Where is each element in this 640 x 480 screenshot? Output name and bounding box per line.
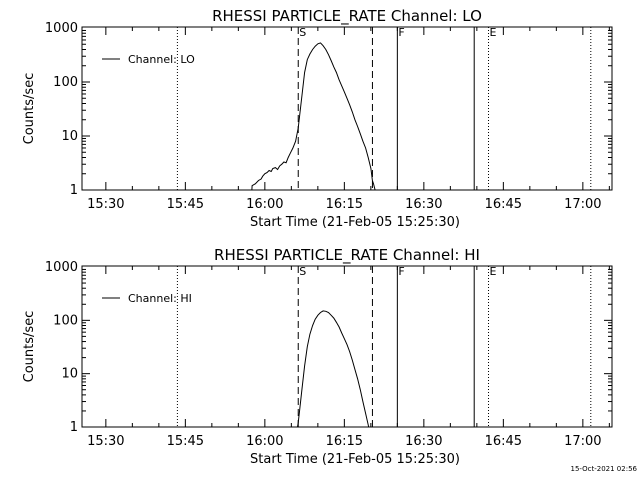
x-tick-label: 16:00 <box>246 434 283 449</box>
series-line-0 <box>296 310 370 427</box>
x-tick-label: 16:15 <box>326 434 363 449</box>
y-tick-label: 1000 <box>45 260 78 275</box>
x-tick-label: 17:00 <box>564 197 601 212</box>
plot-frame <box>81 265 613 428</box>
chart-title: RHESSI PARTICLE_RATE Channel: HI <box>214 246 480 265</box>
marker-label: F <box>398 26 404 39</box>
y-axis-label: Counts/sec <box>22 311 37 383</box>
x-tick-label: 17:00 <box>564 434 601 449</box>
marker-label: F <box>398 265 404 278</box>
footer-timestamp: 15-Oct-2021 02:56 <box>570 465 637 473</box>
y-tick-label: 1 <box>70 420 78 435</box>
x-tick-label: 16:45 <box>485 197 522 212</box>
x-tick-label: 16:30 <box>405 197 442 212</box>
x-axis-label: Start Time (21-Feb-05 15:25:30) <box>250 215 460 230</box>
chart-title: RHESSI PARTICLE_RATE Channel: LO <box>212 7 482 26</box>
x-tick-label: 15:30 <box>87 434 124 449</box>
y-tick-label: 1000 <box>45 21 78 36</box>
x-tick-label: 15:45 <box>167 197 204 212</box>
x-tick-label: 15:30 <box>87 197 124 212</box>
y-tick-label: 100 <box>53 313 78 328</box>
legend-label: Channel: HI <box>128 292 192 305</box>
y-tick-label: 10 <box>61 367 78 382</box>
marker-label: E <box>490 26 497 39</box>
x-tick-label: 16:45 <box>485 434 522 449</box>
y-tick-label: 100 <box>53 75 78 90</box>
y-axis-label: Counts/sec <box>22 73 37 145</box>
x-axis-label: Start Time (21-Feb-05 15:25:30) <box>250 452 460 467</box>
legend-label: Channel: LO <box>128 53 195 66</box>
x-tick-label: 15:45 <box>167 434 204 449</box>
marker-label: S <box>299 26 306 39</box>
marker-label: S <box>299 265 306 278</box>
x-tick-label: 16:30 <box>405 434 442 449</box>
chart-panel-1: RHESSI PARTICLE_RATE Channel: HI Start Ti… <box>22 246 613 467</box>
marker-label: E <box>490 265 497 278</box>
x-tick-label: 16:00 <box>246 197 283 212</box>
y-tick-label: 1 <box>70 183 78 198</box>
x-tick-label: 16:15 <box>326 197 363 212</box>
y-tick-label: 10 <box>61 129 78 144</box>
series-line-0 <box>251 42 376 190</box>
chart-panel-0: RHESSI PARTICLE_RATE Channel: LO Start Ti… <box>22 7 613 230</box>
plot-frame <box>81 26 613 191</box>
